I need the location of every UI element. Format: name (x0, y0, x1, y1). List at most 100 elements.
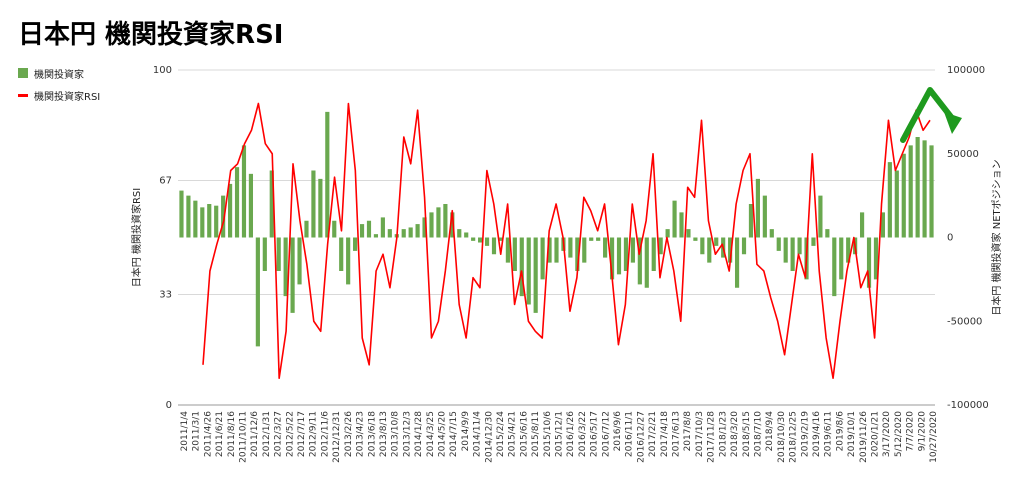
legend-label-line: 機関投資家RSI (34, 91, 101, 103)
bar (887, 162, 892, 238)
x-tick-label: 2020/1/21 (870, 411, 880, 457)
x-tick-label: 10/27/2020 (929, 411, 939, 463)
legend-label-bars: 機関投資家 (34, 69, 84, 81)
bar-series (179, 111, 934, 347)
bar (318, 178, 323, 238)
bar (200, 207, 205, 238)
bar (915, 137, 920, 238)
bar (832, 237, 837, 297)
arrow-head (944, 112, 962, 134)
x-tick-label: 2018/10/30 (777, 411, 787, 463)
bar (707, 237, 712, 263)
x-tick-label: 2018/7/10 (753, 411, 763, 457)
bar (359, 224, 365, 238)
bar (241, 145, 247, 238)
bar (922, 140, 927, 238)
y-right-tick-label: -50000 (947, 316, 982, 327)
y-left-tick-label: 67 (159, 176, 172, 187)
x-tick-label: 2013/12/3 (402, 411, 412, 457)
bar (679, 212, 684, 238)
x-tick-label: 2016/1/26 (566, 411, 576, 457)
bar (353, 237, 358, 251)
bar (283, 237, 288, 297)
bar (693, 237, 698, 241)
x-tick-label: 2011/12/6 (250, 411, 260, 457)
x-tick-label: 2018/3/20 (730, 411, 740, 457)
bar (547, 237, 552, 263)
rsi-line (202, 102, 931, 380)
bar (630, 237, 635, 263)
x-tick-label: 2016/11/1 (625, 411, 635, 457)
x-tick-label: 2015/4/21 (508, 411, 518, 457)
x-tick-label: 2014/11/4 (473, 411, 483, 457)
bar (686, 229, 691, 238)
bar (221, 195, 226, 238)
bar (783, 237, 788, 263)
bar (623, 237, 629, 271)
bar (214, 205, 219, 238)
x-tick-label: 2014/12/30 (484, 411, 494, 463)
x-tick-label: 2019/10/1 (847, 411, 857, 457)
x-tick-label: 2015/2/24 (496, 411, 506, 457)
bar (651, 237, 656, 271)
x-tick-label: 2012/3/27 (274, 411, 284, 457)
bar (325, 111, 330, 238)
x-tick-label: 2014/9/9 (461, 411, 471, 452)
x-tick-label: 2013/8/13 (379, 411, 389, 457)
bar (700, 237, 705, 255)
bar (714, 237, 719, 246)
bar (380, 217, 385, 238)
bar (366, 220, 372, 238)
bar (603, 237, 608, 258)
bar (464, 232, 469, 238)
y-right-tick-label: 0 (947, 233, 953, 244)
legend-swatch-bars (18, 68, 28, 78)
bar (908, 145, 913, 238)
bar (596, 237, 601, 241)
bar (776, 237, 781, 251)
bar (880, 212, 885, 238)
bar (616, 237, 622, 275)
bar (193, 200, 198, 238)
x-tick-label: 2015/12/1 (555, 411, 565, 457)
bar (589, 237, 594, 241)
bar (741, 237, 747, 255)
x-tick-label: 2011/4/26 (203, 411, 213, 457)
bar (519, 237, 524, 297)
bar (873, 237, 879, 280)
bar (762, 195, 767, 238)
bar (471, 237, 476, 241)
x-tick-label: 2017/11/28 (707, 411, 717, 463)
bar (839, 237, 844, 280)
x-tick-label: 2014/5/20 (437, 411, 447, 457)
x-tick-label: 2013/4/23 (356, 411, 366, 457)
x-tick-label: 2017/4/18 (660, 411, 670, 457)
bar (207, 204, 212, 238)
bar (304, 220, 309, 238)
x-tick-label: 2011/1/4 (180, 411, 190, 452)
bar (582, 237, 587, 263)
bar (568, 237, 573, 258)
x-tick-label: 2013/2/26 (344, 411, 354, 457)
bar (339, 237, 344, 271)
y-right-tick-label: 50000 (947, 149, 979, 160)
bar (450, 212, 455, 238)
bar (262, 237, 267, 271)
x-tick-label: 2019/8/6 (835, 411, 845, 452)
bar (665, 229, 670, 238)
bar (290, 237, 295, 313)
x-tick-label: 2015/8/11 (531, 411, 541, 457)
bar (672, 200, 677, 238)
bar (484, 237, 490, 246)
page-title: 日本円 機関投資家RSI (18, 20, 284, 50)
bar (554, 237, 559, 263)
bar (533, 237, 538, 313)
bar (734, 237, 740, 288)
y-right-tick-label: 100000 (947, 65, 985, 76)
bar (790, 237, 795, 271)
x-tick-label: 2016/5/17 (590, 411, 600, 457)
bar (346, 237, 351, 285)
bar (276, 237, 281, 271)
bar (818, 195, 823, 238)
